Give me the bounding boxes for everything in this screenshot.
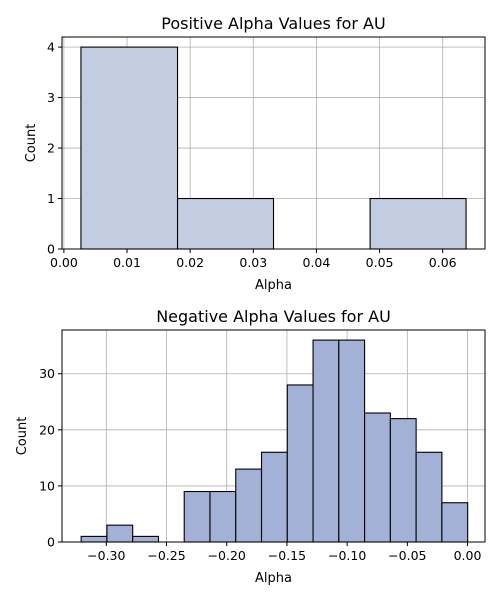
x-tick-label: 0.05 <box>366 255 394 270</box>
histogram-bar <box>441 502 469 543</box>
y-tick-label: 30 <box>39 366 55 381</box>
x-tick-label: 0.06 <box>429 255 457 270</box>
histogram-bar <box>235 468 263 543</box>
histogram-bar <box>132 535 159 543</box>
histogram-bar <box>338 339 366 543</box>
histogram-bar <box>106 524 134 543</box>
chart-title: Positive Alpha Values for AU <box>161 14 385 33</box>
x-tick-label: 0.03 <box>239 255 267 270</box>
histogram-bar <box>260 451 288 543</box>
histogram-bar <box>183 490 211 543</box>
chart-panel-2: −0.30 −0.25 −0.20 −0.15 −0.10 −0.05 0.00 0 10 20 3… <box>15 307 486 586</box>
y-axis-label: Count <box>15 417 30 456</box>
x-tick-label: −0.20 <box>208 548 246 563</box>
x-tick-label: 0.04 <box>303 255 331 270</box>
y-tick-label: 10 <box>39 478 55 493</box>
histogram-bar <box>415 451 443 543</box>
x-tick-label: −0.30 <box>87 548 125 563</box>
x-tick-label: −0.15 <box>268 548 306 563</box>
histogram-bar <box>80 535 108 543</box>
histogram-bar <box>369 197 467 250</box>
histogram-bar <box>176 197 275 250</box>
chart-panel-1: 0.00 0.01 0.02 0.03 0.04 0.05 0.06 0 1 2 3 4 Positiv… <box>24 14 486 293</box>
x-tick-label: 0.00 <box>454 548 482 563</box>
histogram-bar <box>209 490 237 543</box>
x-tick-label: 0.00 <box>50 255 78 270</box>
x-tick-label: 0.01 <box>113 255 141 270</box>
x-tick-label: 0.02 <box>176 255 204 270</box>
y-tick-label: 1 <box>47 191 55 206</box>
y-tick-label: 0 <box>47 535 55 550</box>
axes-frame <box>61 329 486 543</box>
y-tick-label: 3 <box>47 90 55 105</box>
y-tick-label: 0 <box>47 242 55 257</box>
histogram-bar <box>312 339 340 543</box>
x-tick-label: −0.25 <box>147 548 185 563</box>
y-tick-label: 20 <box>39 422 55 437</box>
x-axis-label: Alpha <box>255 278 292 293</box>
x-tick-label: −0.10 <box>328 548 366 563</box>
histogram-bar <box>389 418 417 543</box>
axes-frame <box>61 36 486 250</box>
y-tick-label: 2 <box>47 141 55 156</box>
x-axis-label: Alpha <box>255 571 292 586</box>
x-tick-label: −0.05 <box>388 548 426 563</box>
chart-title: Negative Alpha Values for AU <box>156 307 391 326</box>
histogram-bar <box>80 46 179 250</box>
y-tick-label: 4 <box>47 40 55 55</box>
y-axis-label: Count <box>24 124 39 163</box>
histogram-bar <box>286 384 314 543</box>
histogram-bar <box>364 412 391 543</box>
